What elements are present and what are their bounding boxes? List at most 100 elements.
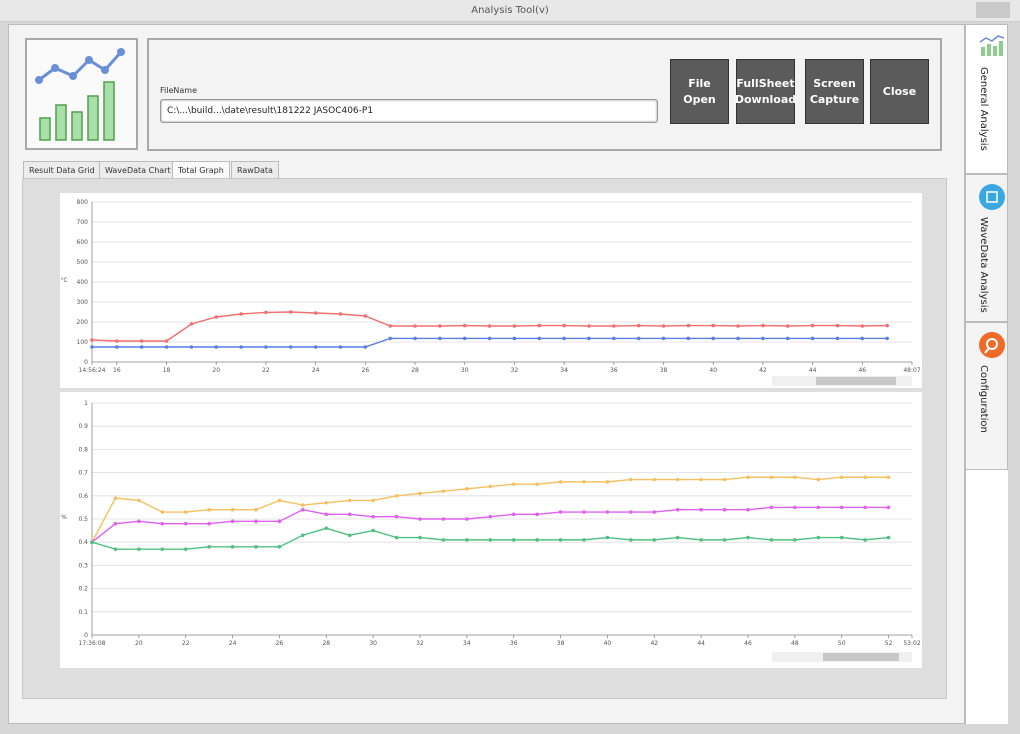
data-point [438, 336, 442, 341]
side-tab[interactable]: WaveData Analysis [965, 174, 1008, 322]
x-tick-label: 30 [461, 367, 469, 374]
data-point [863, 505, 867, 510]
data-point [769, 475, 774, 480]
data-point [347, 498, 352, 503]
data-point [465, 517, 469, 521]
side-tab-icon [979, 184, 1005, 210]
x-tick-label: 24 [312, 367, 320, 374]
data-point [605, 480, 610, 484]
data-point [183, 521, 188, 526]
data-point [885, 323, 889, 328]
data-point [886, 535, 891, 540]
x-tick-label: 38 [557, 640, 565, 647]
data-point [835, 336, 840, 341]
side-tab-label: General Analysis [978, 67, 989, 151]
data-point [388, 324, 392, 328]
data-point [418, 517, 422, 521]
y-tick-label: 500 [77, 259, 89, 266]
data-point [511, 512, 516, 517]
data-point [722, 477, 727, 482]
data-point [885, 336, 889, 341]
side-tab-active[interactable]: General Analysis [965, 24, 1008, 174]
data-point [462, 336, 467, 341]
close-window-button[interactable] [976, 2, 1010, 18]
x-tick-label: 36 [510, 640, 518, 647]
close-button[interactable]: Close [870, 59, 929, 124]
data-point [699, 538, 703, 542]
app-logo [25, 38, 138, 150]
x-tick-label: 26 [362, 367, 370, 374]
download-button[interactable]: FullSheet Download [735, 59, 796, 124]
data-point [863, 475, 867, 480]
data-point [512, 336, 517, 341]
x-tick-label: 32 [511, 367, 519, 374]
data-point [558, 510, 563, 514]
y-tick-label: 0.6 [78, 493, 88, 500]
data-point [629, 510, 633, 514]
data-point [347, 533, 352, 538]
x-tick-label: 32 [416, 640, 424, 647]
data-point [562, 323, 566, 328]
data-point [839, 535, 844, 540]
x-tick-label: 28 [322, 640, 330, 647]
data-point [324, 512, 329, 517]
x-tick-label: 40 [604, 640, 612, 647]
data-point [207, 545, 211, 549]
data-point [793, 475, 797, 480]
y-tick-label: 400 [77, 279, 89, 286]
data-point [254, 507, 258, 512]
x-tick-label: 46 [858, 367, 866, 374]
y-tick-label: 0.7 [78, 470, 88, 477]
data-point [338, 345, 343, 349]
x-tick-label: 26 [276, 640, 284, 647]
y-tick-label: 0.8 [78, 446, 88, 453]
data-point [288, 345, 293, 349]
data-point [711, 323, 716, 328]
data-point [629, 538, 633, 542]
data-point [371, 528, 375, 533]
file-path-field[interactable]: C:\...\build...\date\result\181222 JASOC… [160, 99, 658, 123]
data-point [301, 507, 305, 512]
x-tick-label: 44 [697, 640, 705, 647]
data-point [90, 345, 94, 349]
data-point [558, 538, 563, 542]
data-point [661, 336, 666, 341]
y-tick-label: 0 [84, 359, 88, 366]
y-tick-label: 600 [77, 239, 89, 246]
capture-button[interactable]: Screen Capture [805, 59, 864, 124]
x-tick-label: 16 [113, 367, 121, 374]
y-axis-label: % [61, 514, 67, 521]
data-point [839, 475, 844, 480]
x-tick-label: 22 [182, 640, 190, 647]
file-open-button[interactable]: File Open [670, 59, 729, 124]
data-point [441, 538, 446, 542]
data-point [816, 535, 821, 540]
data-point [394, 535, 399, 540]
y-tick-label: 0.5 [78, 516, 88, 523]
data-point [722, 507, 727, 512]
data-point [835, 323, 840, 328]
x-tick-label: 46 [744, 640, 752, 647]
scrollbar-thumb[interactable] [816, 377, 896, 385]
side-tab-label: Configuration [978, 365, 989, 433]
data-point [535, 538, 539, 542]
data-point [388, 336, 392, 341]
y-tick-label: 0.4 [78, 539, 88, 546]
data-point [816, 477, 821, 482]
data-point [115, 339, 119, 343]
data-point [863, 538, 867, 542]
scrollbar-thumb[interactable] [823, 653, 899, 661]
data-point [313, 311, 318, 315]
data-point [487, 324, 492, 328]
data-point [761, 323, 765, 328]
x-tick-label: 52 [885, 640, 893, 647]
data-point [769, 538, 774, 542]
data-point [462, 323, 467, 328]
y-tick-label: 300 [77, 299, 89, 306]
data-point [363, 345, 368, 349]
x-tick-label: 38 [660, 367, 668, 374]
data-point [418, 491, 422, 496]
side-tab[interactable]: Configuration [965, 322, 1008, 470]
data-point [582, 510, 586, 514]
data-point [652, 538, 657, 542]
